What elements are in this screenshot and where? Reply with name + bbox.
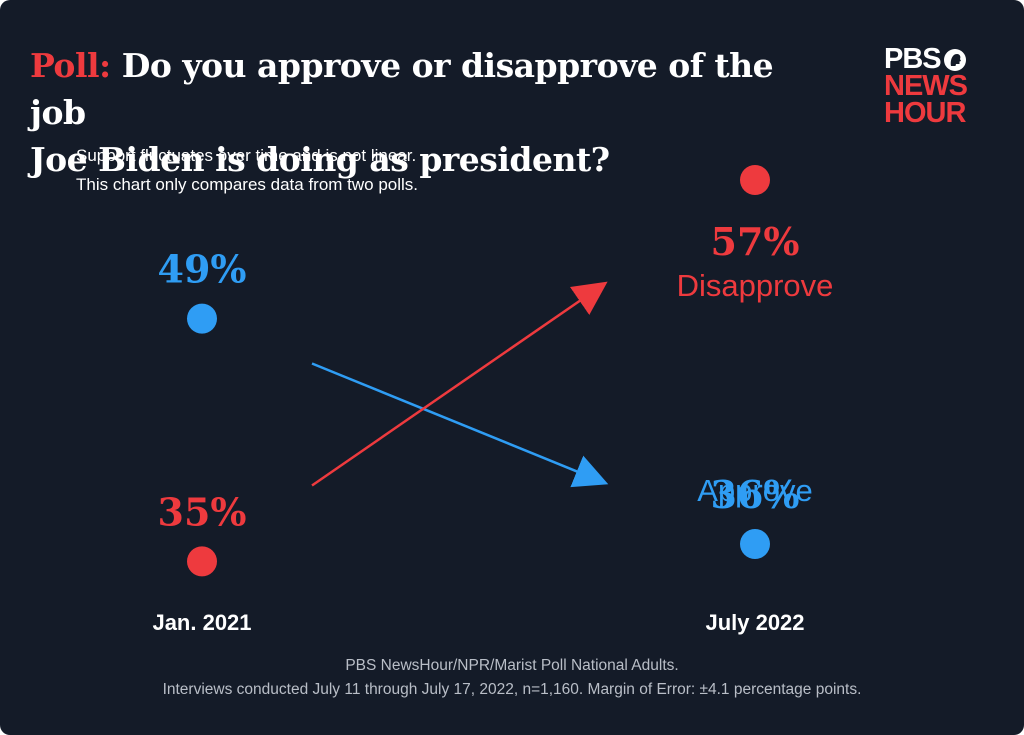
- title-line-1: Do you approve or disapprove of the job: [30, 46, 774, 132]
- logo-line-3: HOUR: [884, 97, 966, 129]
- chart-title: Poll: Do you approve or disapprove of th…: [30, 42, 830, 183]
- disapprove-point-1: [187, 546, 217, 577]
- x-tick-label-1: Jan. 2021: [152, 610, 251, 635]
- approve-value-label-2: 36%: [711, 472, 800, 517]
- pbs-newshour-logo: PBS NEWS HOUR: [884, 43, 994, 129]
- chart-subtitle: Support fluctuates over time and is not …: [76, 141, 596, 199]
- logo-line-2: NEWS: [884, 70, 968, 102]
- x-tick-label-2: July 2022: [705, 610, 804, 635]
- disapprove-value-label-1: 35%: [158, 489, 247, 534]
- approve-point-1: [187, 303, 217, 334]
- approve-series-label: Approve: [697, 473, 812, 508]
- title-line-2: Joe Biden is doing as president?: [30, 140, 610, 179]
- logo-line-1: PBS: [884, 43, 942, 75]
- approve-point-2: [740, 529, 770, 559]
- disapprove-point-2: [740, 165, 770, 195]
- disapprove-trend-arrow: [311, 281, 608, 487]
- approve-trend-arrow: [311, 362, 609, 488]
- disapprove-value-label-2: 57%: [711, 219, 800, 264]
- subtitle-line-2: This chart only compares data from two p…: [76, 175, 419, 194]
- methodology-note: Interviews conducted July 11 through Jul…: [162, 681, 862, 698]
- disapprove-series-label: Disapprove: [677, 268, 834, 303]
- pbs-head-icon: [943, 48, 966, 71]
- approve-value-label-1: 49%: [158, 247, 247, 292]
- subtitle-line-1: Support fluctuates over time and is not …: [76, 146, 417, 165]
- source-note: PBS NewsHour/NPR/Marist Poll National Ad…: [345, 657, 679, 674]
- title-kicker: Poll:: [30, 46, 111, 85]
